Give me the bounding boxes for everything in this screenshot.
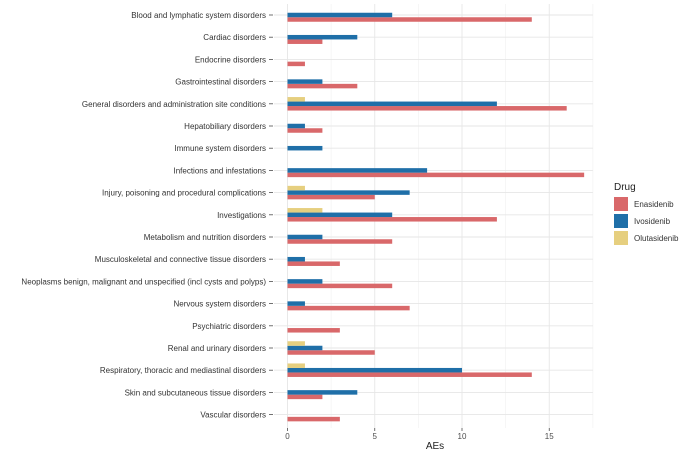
bar-olutasidenib (287, 185, 305, 191)
bar-olutasidenib (287, 363, 305, 368)
bar-enasidenib (287, 83, 358, 89)
legend-title: Drug (614, 182, 636, 193)
bar-enasidenib (287, 328, 340, 333)
bar-ivosidenib (287, 168, 428, 173)
bar-enasidenib (287, 305, 410, 311)
bar-enasidenib (287, 416, 340, 422)
legend-label-olutasidenib: Olutasidenib (634, 234, 679, 243)
category-label: Investigations (217, 211, 266, 220)
x-tick-label: 10 (458, 432, 467, 441)
x-axis-title: AEs (426, 441, 444, 452)
x-axis-ticks: 0 5 10 15 (285, 428, 554, 441)
bar-ivosidenib (287, 190, 410, 195)
category-label: Injury, poisoning and procedural complic… (102, 189, 266, 198)
bar-enasidenib (287, 261, 340, 266)
category-label: Infections and infestations (173, 166, 266, 175)
legend-label-enasidenib: Enasidenib (634, 200, 674, 209)
x-tick-label: 0 (285, 432, 290, 441)
bar-ivosidenib (287, 367, 462, 373)
category-label: Musculoskeletal and connective tissue di… (95, 255, 266, 264)
category-label: Blood and lymphatic system disorders (131, 11, 266, 20)
bar-ivosidenib (287, 79, 323, 84)
legend-label-ivosidenib: Ivosidenib (634, 217, 671, 226)
category-label: Cardiac disorders (203, 33, 266, 42)
bar-ivosidenib (287, 345, 323, 351)
bar-ivosidenib (287, 145, 323, 151)
bar-ivosidenib (287, 301, 305, 306)
category-label: Gastrointestinal disorders (175, 78, 266, 87)
bar-ivosidenib (287, 256, 305, 262)
x-tick-label: 15 (545, 432, 554, 441)
bar-ivosidenib (287, 212, 393, 218)
legend: Drug Enasidenib Ivosidenib Olutasidenib (614, 182, 679, 245)
bar-enasidenib (287, 350, 375, 355)
bar-olutasidenib (287, 97, 305, 102)
category-label: Metabolism and nutrition disorders (144, 233, 266, 242)
category-label: Vascular disorders (200, 411, 266, 420)
category-label: Immune system disorders (174, 144, 266, 153)
category-label: Neoplasms benign, malignant and unspecif… (21, 277, 266, 286)
bar-enasidenib (287, 172, 585, 178)
category-label: Endocrine disorders (195, 55, 266, 64)
bar-enasidenib (287, 283, 393, 289)
category-label: General disorders and administration sit… (82, 100, 266, 109)
bar-ivosidenib (287, 12, 393, 18)
category-label: Respiratory, thoracic and mediastinal di… (100, 366, 266, 375)
category-label: Hepatobiliary disorders (184, 122, 266, 131)
category-label: Renal and urinary disorders (168, 344, 266, 353)
bar-enasidenib (287, 394, 323, 400)
bar-enasidenib (287, 239, 393, 244)
bar-ivosidenib (287, 123, 305, 129)
bar-olutasidenib (287, 208, 323, 213)
bar-enasidenib (287, 39, 323, 44)
bar-enasidenib (287, 128, 323, 133)
legend-key-enasidenib (614, 197, 628, 211)
bar-enasidenib (287, 61, 305, 67)
bar-enasidenib (287, 106, 567, 111)
category-labels: Blood and lymphatic system disorders Card… (21, 11, 273, 420)
legend-key-olutasidenib (614, 231, 628, 245)
bar-olutasidenib (287, 341, 305, 346)
bar-ivosidenib (287, 34, 358, 40)
bar-ivosidenib (287, 101, 497, 107)
bar-enasidenib (287, 17, 532, 22)
category-label: Nervous system disorders (174, 300, 266, 309)
x-tick-label: 5 (373, 432, 378, 441)
bar-ivosidenib (287, 234, 323, 240)
category-label: Psychiatric disorders (192, 322, 266, 331)
bar-ivosidenib (287, 390, 358, 395)
bar-ivosidenib (287, 279, 323, 284)
category-label: Skin and subcutaneous tissue disorders (125, 388, 266, 397)
legend-key-ivosidenib (614, 214, 628, 228)
bar-enasidenib (287, 194, 375, 200)
bar-enasidenib (287, 372, 532, 377)
bars (287, 12, 585, 422)
bar-enasidenib (287, 217, 497, 222)
